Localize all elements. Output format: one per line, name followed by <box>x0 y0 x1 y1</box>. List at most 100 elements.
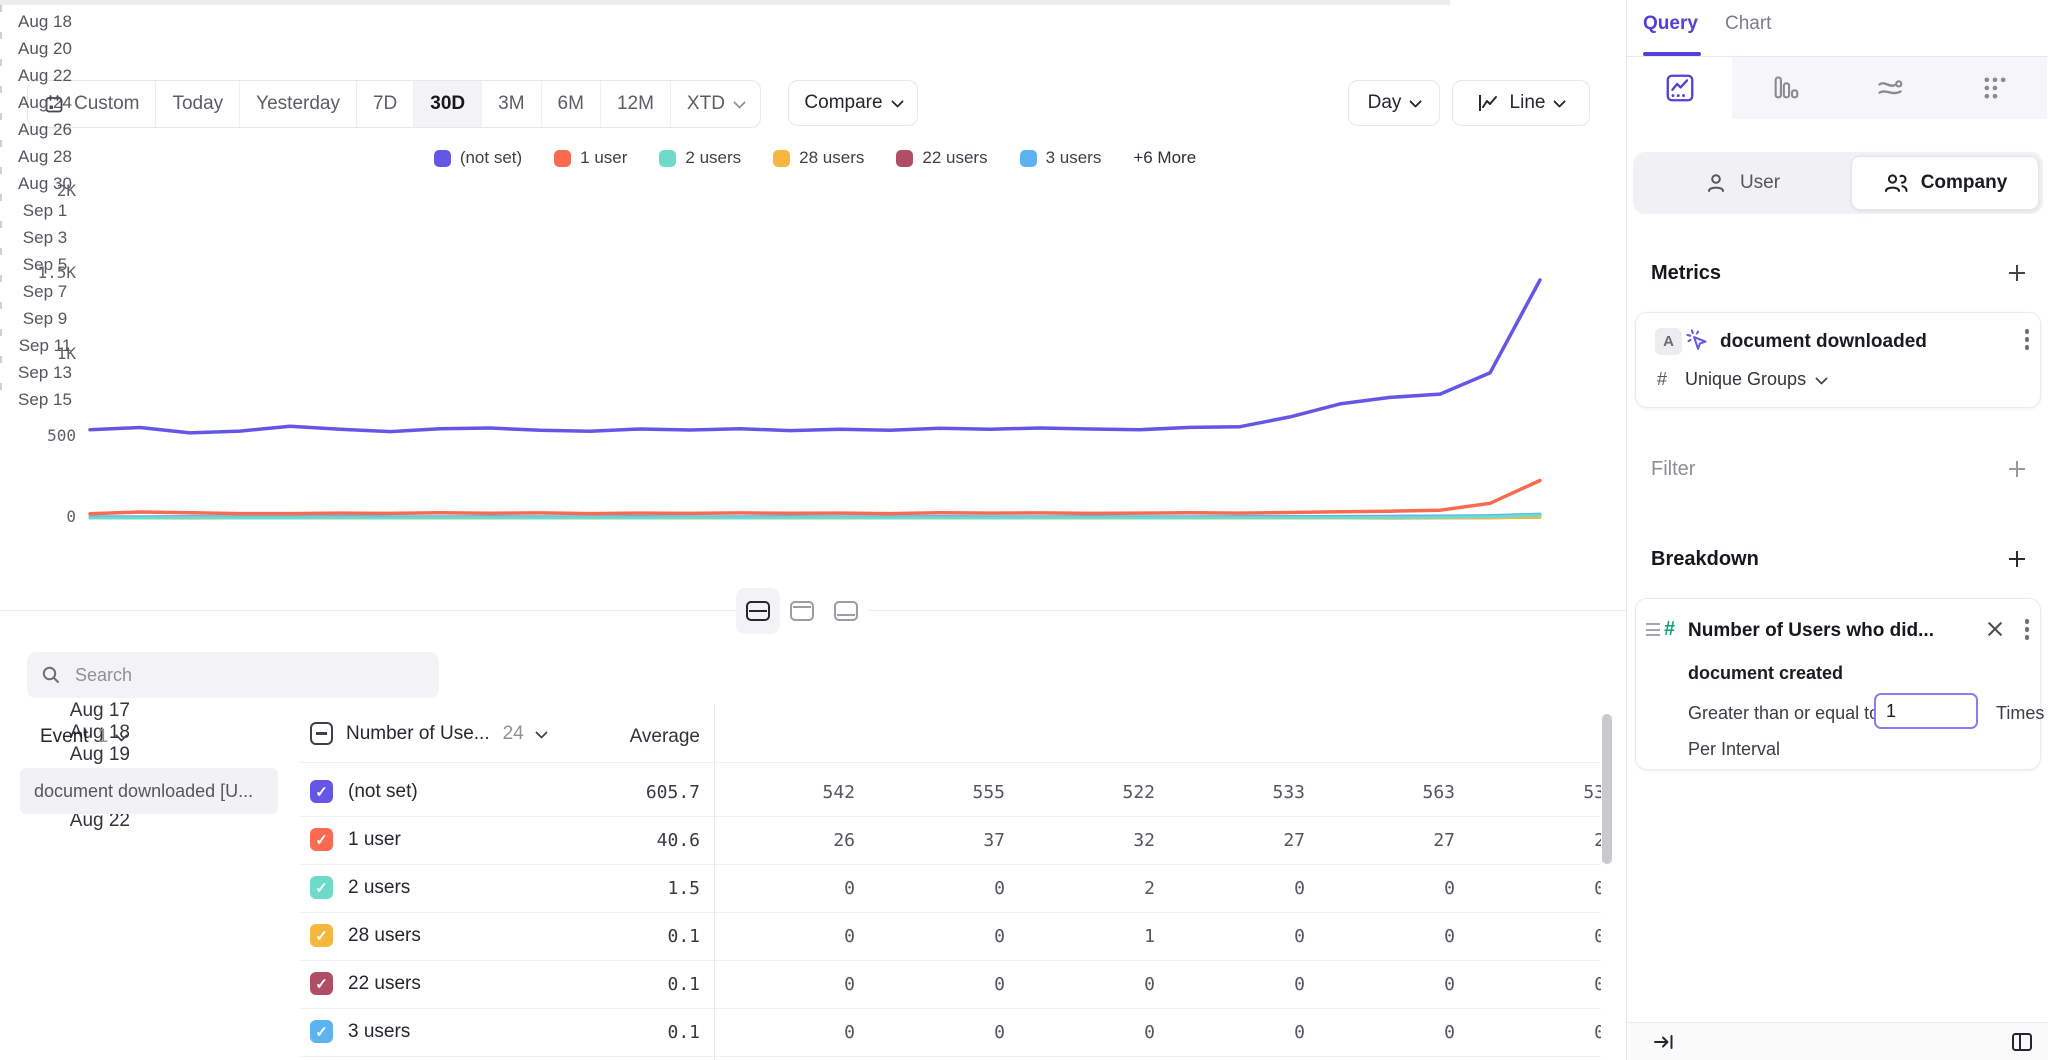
metric-badge: A <box>1655 328 1682 355</box>
table-row: ✓ 1 user 40.6 26 37 32 27 27 2 <box>0 816 1601 864</box>
chart-type-button[interactable]: Line <box>1452 80 1590 126</box>
toggle-user[interactable]: User <box>1633 152 1851 214</box>
series-column-header[interactable]: Number of Use... 24 <box>310 722 548 745</box>
row-checkbox[interactable]: ✓ <box>310 828 333 851</box>
row-value: 522 <box>1122 782 1155 803</box>
legend-more[interactable]: +6 More <box>1133 148 1197 167</box>
view-mode-bottom-panel-view[interactable] <box>824 588 868 634</box>
row-checkbox[interactable]: ✓ <box>310 924 333 947</box>
range-today[interactable]: Today <box>155 81 239 127</box>
row-value: 27 <box>1433 830 1455 851</box>
column-chart-icon <box>1774 76 1798 99</box>
close-icon[interactable] <box>1986 620 2004 638</box>
compare-label: Compare <box>804 92 883 113</box>
gridline <box>0 4 1450 5</box>
calendar-icon <box>45 95 63 113</box>
legend-item[interactable]: 2 users <box>659 148 741 168</box>
range-label: 12M <box>616 93 654 114</box>
range-yesterday[interactable]: Yesterday <box>239 81 356 127</box>
legend-item[interactable]: (not set) <box>433 148 522 168</box>
breakdown-menu-button[interactable] <box>2024 619 2030 643</box>
metric-card[interactable]: A document downloaded # Unique Groups <box>1635 312 2041 408</box>
event-column-header[interactable]: Event 1 <box>40 726 129 748</box>
chart-type-line-chart[interactable] <box>1627 57 1732 119</box>
range-xtd[interactable]: XTD <box>669 81 760 127</box>
legend-swatch <box>896 149 914 167</box>
average-column-header[interactable]: Average <box>629 726 700 747</box>
add-filter-button[interactable] <box>2006 458 2028 480</box>
check-icon: ✓ <box>315 927 328 945</box>
range-30d[interactable]: 30D <box>413 81 482 127</box>
chevron-down-icon <box>1815 371 1828 385</box>
range-6m[interactable]: 6M <box>540 81 600 127</box>
view-mode-split-view[interactable] <box>736 588 780 634</box>
results-table: Event 1 Number of Use... 24 Average Aug … <box>0 700 1601 1060</box>
row-value: 0 <box>1294 974 1305 995</box>
table-row: ✓ 3 users 0.1 0 0 0 0 0 0 <box>0 1008 1601 1056</box>
chart-type-column-chart[interactable] <box>1732 57 1837 119</box>
chart-type-flow[interactable] <box>1837 57 1942 119</box>
range-7d[interactable]: 7D <box>355 81 413 127</box>
condition-label[interactable]: Greater than or equal to <box>1688 703 1880 723</box>
header-divider <box>300 762 1601 763</box>
y-axis-label: 1K <box>56 344 76 363</box>
row-value: 0 <box>1144 1022 1155 1043</box>
gridline <box>0 3 1450 4</box>
chart-type-label: Line <box>1509 92 1546 113</box>
chart-type-scatter-grid[interactable] <box>1942 57 2047 119</box>
drag-handle-icon[interactable] <box>1646 623 1660 640</box>
vertical-scrollbar[interactable] <box>1602 714 1612 864</box>
search-input[interactable] <box>73 663 425 687</box>
breakdown-card[interactable]: # Number of Users who did... document cr… <box>1635 598 2044 770</box>
legend-item[interactable]: 28 users <box>773 148 864 168</box>
chevron-down-icon <box>534 725 548 739</box>
legend-item[interactable]: 22 users <box>896 148 988 168</box>
legend-item[interactable]: 1 user <box>554 148 627 168</box>
legend-swatch <box>433 149 451 167</box>
row-checkbox[interactable]: ✓ <box>310 1020 333 1043</box>
row-checkbox[interactable]: ✓ <box>310 972 333 995</box>
add-metric-button[interactable] <box>2006 262 2028 284</box>
range-3m[interactable]: 3M <box>481 81 540 127</box>
select-all-checkbox[interactable] <box>310 722 333 745</box>
metric-menu-button[interactable] <box>2024 329 2030 353</box>
granularity-label: Day <box>1367 92 1402 113</box>
row-value: 0 <box>994 1022 1005 1043</box>
measure-selector[interactable]: Unique Groups <box>1685 369 1828 390</box>
toggle-company[interactable]: Company <box>1851 156 2039 210</box>
range-custom[interactable]: Custom <box>28 81 155 127</box>
gridline <box>0 0 1450 1</box>
main-content: Custom Today Yesterday 7D 30D 3M 6M 12M XTD Comp… <box>0 0 1626 1060</box>
interval-label[interactable]: Per Interval <box>1688 739 1781 759</box>
row-checkbox[interactable]: ✓ <box>310 780 333 803</box>
tab-chart[interactable]: Chart <box>1725 13 1772 34</box>
event-list-item[interactable]: document downloaded [U... <box>20 768 278 814</box>
compare-button[interactable]: Compare <box>788 80 918 126</box>
legend-item[interactable]: 3 users <box>1019 148 1102 168</box>
panel-layout-icon[interactable] <box>2010 1030 2034 1054</box>
granularity-button[interactable]: Day <box>1348 80 1440 126</box>
row-value: 2 <box>1594 830 1601 851</box>
chevron-down-icon <box>115 729 129 742</box>
legend-label: 3 users <box>1045 148 1102 167</box>
metric-event-name[interactable]: document downloaded <box>1720 331 1927 352</box>
collapse-panel-icon[interactable] <box>1653 1032 1675 1052</box>
range-12m[interactable]: 12M <box>599 81 670 127</box>
x-axis-label: Sep 5 <box>22 255 68 274</box>
tab-query[interactable]: Query <box>1643 13 1698 34</box>
legend-swatch <box>773 149 791 167</box>
row-value: 563 <box>1422 782 1455 803</box>
breakdown-event-name[interactable]: document created <box>1688 663 1844 683</box>
y-axis-label: 1.5K <box>37 262 76 282</box>
x-axis-label: Sep 13 <box>18 363 72 382</box>
view-mode-top-panel-view[interactable] <box>780 588 824 634</box>
condition-value-input[interactable] <box>1874 693 1978 729</box>
x-axis-label: Sep 1 <box>22 201 68 220</box>
x-tick <box>0 86 2 93</box>
add-breakdown-button[interactable] <box>2006 548 2028 570</box>
x-axis-label: Aug 24 <box>18 93 72 112</box>
x-tick <box>0 59 2 66</box>
row-checkbox[interactable]: ✓ <box>310 876 333 899</box>
range-label: 7D <box>372 93 398 114</box>
